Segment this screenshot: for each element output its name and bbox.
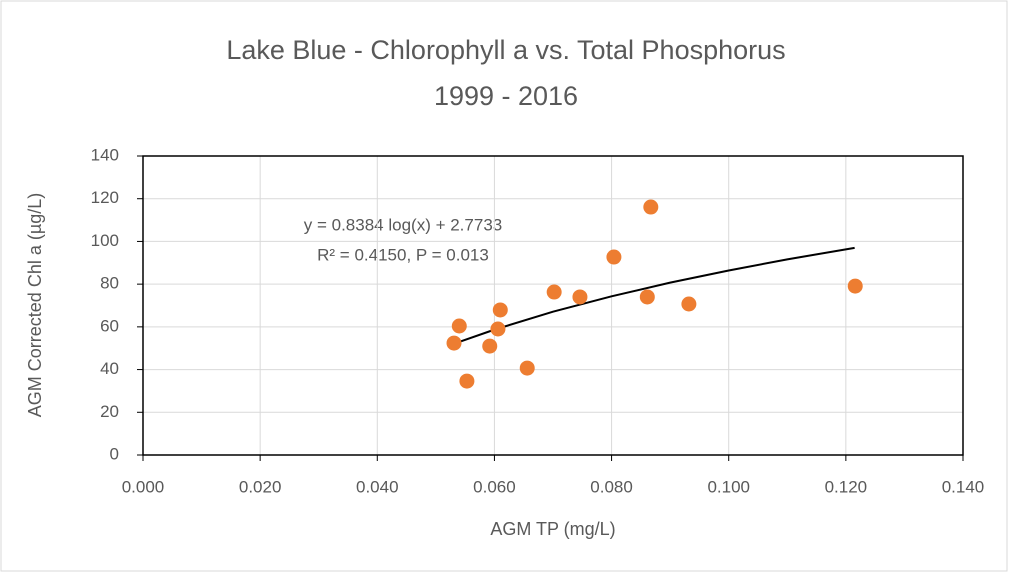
x-tick-label: 0.020 [239,477,282,496]
x-tick-label: 0.140 [942,477,985,496]
point [546,284,562,300]
x-axis-label: AGM TP (mg/L) [490,519,615,539]
point [639,289,655,305]
point [606,249,622,265]
point [490,321,506,337]
chart-title: Lake Blue - Chlorophyll a vs. Total Phos… [226,35,785,65]
x-tick-label: 0.040 [356,477,399,496]
point [451,318,467,334]
point [482,338,498,354]
y-tick-label: 100 [91,231,119,250]
point [459,373,475,389]
y-axis-label: AGM Corrected Chl a (µg/L) [25,193,45,417]
point [681,296,697,312]
point [847,278,863,294]
x-tick-label: 0.000 [122,477,165,496]
point [572,289,588,305]
y-tick-label: 40 [100,359,119,378]
chart-subtitle: 1999 - 2016 [434,81,578,111]
point [519,360,535,376]
y-tick-label: 20 [100,402,119,421]
x-tick-label: 0.120 [825,477,868,496]
x-tick-label: 0.060 [473,477,516,496]
x-tick-label: 0.080 [590,477,633,496]
y-tick-label: 140 [91,145,119,164]
point [643,199,659,215]
y-tick-label: 80 [100,274,119,293]
y-tick-label: 60 [100,316,119,335]
point [446,335,462,351]
x-tick-label: 0.100 [707,477,750,496]
y-tick-label: 120 [91,188,119,207]
trendline-equation: y = 0.8384 log(x) + 2.7733 [304,215,502,234]
trendline-stats: R² = 0.4150, P = 0.013 [317,245,489,264]
plot-frame [142,155,964,456]
point [492,302,508,318]
y-tick-label: 0 [110,444,119,463]
